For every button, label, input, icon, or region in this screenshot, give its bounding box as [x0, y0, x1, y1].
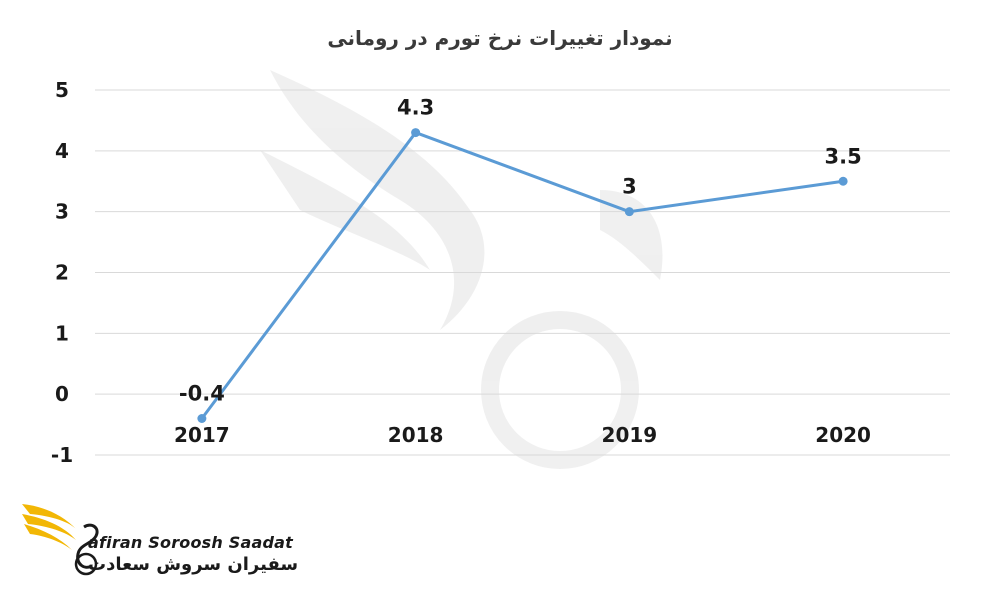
y-tick-label: 0	[55, 382, 69, 406]
x-tick-label: 2018	[388, 423, 444, 447]
gridlines	[95, 89, 950, 456]
series-group	[197, 128, 848, 423]
data-point	[411, 128, 421, 138]
brand-name-fa: سفیران سروش سعادت	[88, 554, 299, 575]
y-tick-label: 2	[55, 261, 69, 285]
data-label: 4.3	[397, 96, 434, 120]
data-labels: -0.4 4.3 3 3.5	[179, 96, 862, 406]
y-tick-label: -1	[51, 443, 73, 467]
chart-title: نمودار تغییرات نرخ تورم در رومانی	[327, 26, 673, 50]
data-point	[838, 176, 848, 186]
wing-icon	[22, 504, 99, 576]
series-line	[200, 131, 844, 420]
brand-name-en: afiran Soroosh Saadat	[88, 533, 293, 552]
y-tick-label: 1	[55, 321, 69, 345]
data-point	[624, 207, 634, 217]
y-axis-ticks: -1 0 1 2 3 4 5	[51, 78, 73, 467]
x-tick-label: 2020	[815, 423, 871, 447]
x-axis-ticks: 2017 2018 2019 2020	[174, 423, 871, 447]
x-tick-label: 2017	[174, 423, 230, 447]
y-tick-label: 4	[55, 139, 69, 163]
data-point	[197, 414, 207, 423]
y-tick-label: 3	[55, 200, 69, 224]
watermark-logo	[260, 70, 663, 469]
y-tick-label: 5	[55, 78, 69, 102]
data-label: -0.4	[179, 382, 225, 406]
x-tick-label: 2019	[602, 423, 658, 447]
data-label: 3.5	[825, 144, 862, 168]
data-label: 3	[622, 175, 637, 199]
